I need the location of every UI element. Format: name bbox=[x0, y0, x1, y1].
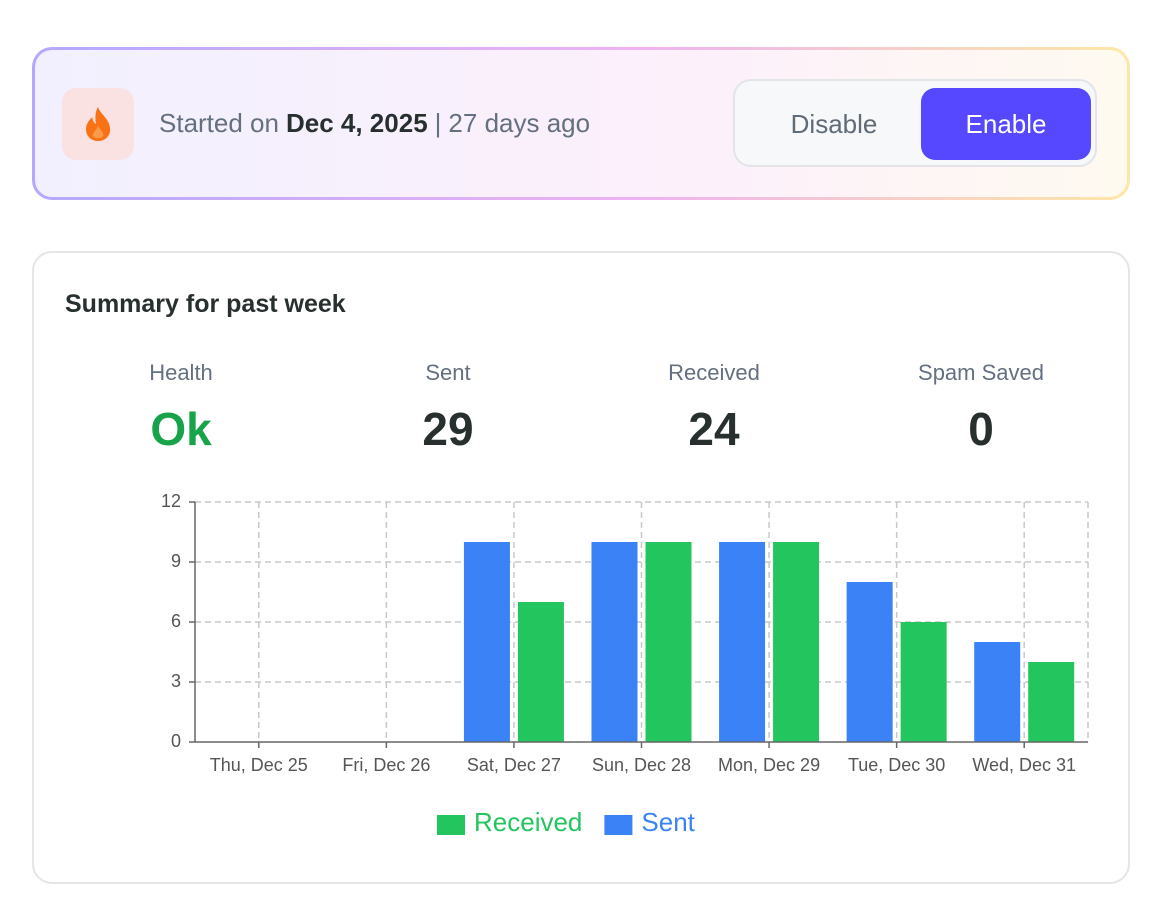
x-tick-label: Sat, Dec 27 bbox=[467, 755, 561, 775]
bar bbox=[463, 542, 510, 742]
days-ago: 27 days ago bbox=[448, 108, 591, 138]
started-label: Started on bbox=[159, 108, 279, 138]
bar bbox=[974, 642, 1021, 742]
status-card: Started on Dec 4, 2025 | 27 days ago Disabl… bbox=[32, 47, 1130, 200]
bar bbox=[719, 542, 766, 742]
started-text: Started on Dec 4, 2025 | 27 days ago bbox=[159, 108, 597, 139]
x-tick-label: Tue, Dec 30 bbox=[848, 755, 945, 775]
legend-label: Received bbox=[474, 807, 582, 837]
separator: | bbox=[434, 108, 442, 138]
x-tick-label: Mon, Dec 29 bbox=[718, 755, 820, 775]
x-tick-label: Fri, Dec 26 bbox=[342, 755, 430, 775]
y-tick-label: 12 bbox=[161, 491, 181, 511]
bar bbox=[517, 602, 564, 742]
y-tick-label: 0 bbox=[171, 731, 181, 751]
status-card-inner: Started on Dec 4, 2025 | 27 days ago Disabl… bbox=[35, 50, 1127, 197]
legend-swatch bbox=[604, 815, 633, 835]
y-tick-label: 9 bbox=[171, 551, 181, 571]
legend-label: Sent bbox=[641, 807, 695, 837]
bar bbox=[591, 542, 638, 742]
y-tick-label: 6 bbox=[171, 611, 181, 631]
start-date: Dec 4, 2025 bbox=[285, 108, 428, 138]
bar bbox=[645, 542, 692, 742]
bar bbox=[773, 542, 820, 742]
flame-icon bbox=[62, 88, 134, 160]
bar bbox=[900, 622, 947, 742]
stat-value: Ok bbox=[150, 403, 212, 455]
legend-swatch bbox=[437, 815, 465, 835]
flame bbox=[86, 107, 111, 141]
stat-label: Spam Saved bbox=[918, 360, 1044, 385]
toggle: Disable Enable bbox=[733, 79, 1097, 167]
enable-button[interactable]: Enable bbox=[921, 88, 1091, 160]
stat-value: 24 bbox=[688, 403, 740, 455]
stat-label: Sent bbox=[425, 360, 471, 385]
stat-label: Health bbox=[149, 360, 213, 385]
x-tick-label: Wed, Dec 31 bbox=[972, 755, 1076, 775]
x-tick-label: Thu, Dec 25 bbox=[210, 755, 308, 775]
stat-label: Received bbox=[668, 360, 760, 385]
bar bbox=[846, 582, 893, 742]
summary-card bbox=[32, 251, 1130, 884]
stat-value: 0 bbox=[968, 403, 994, 455]
bar bbox=[1028, 662, 1075, 742]
stat-value: 29 bbox=[422, 403, 474, 455]
y-tick-label: 3 bbox=[171, 671, 181, 691]
disable-button[interactable]: Disable bbox=[790, 108, 878, 139]
summary-title: Summary for past week bbox=[65, 290, 346, 318]
x-tick-label: Sun, Dec 28 bbox=[592, 755, 691, 775]
